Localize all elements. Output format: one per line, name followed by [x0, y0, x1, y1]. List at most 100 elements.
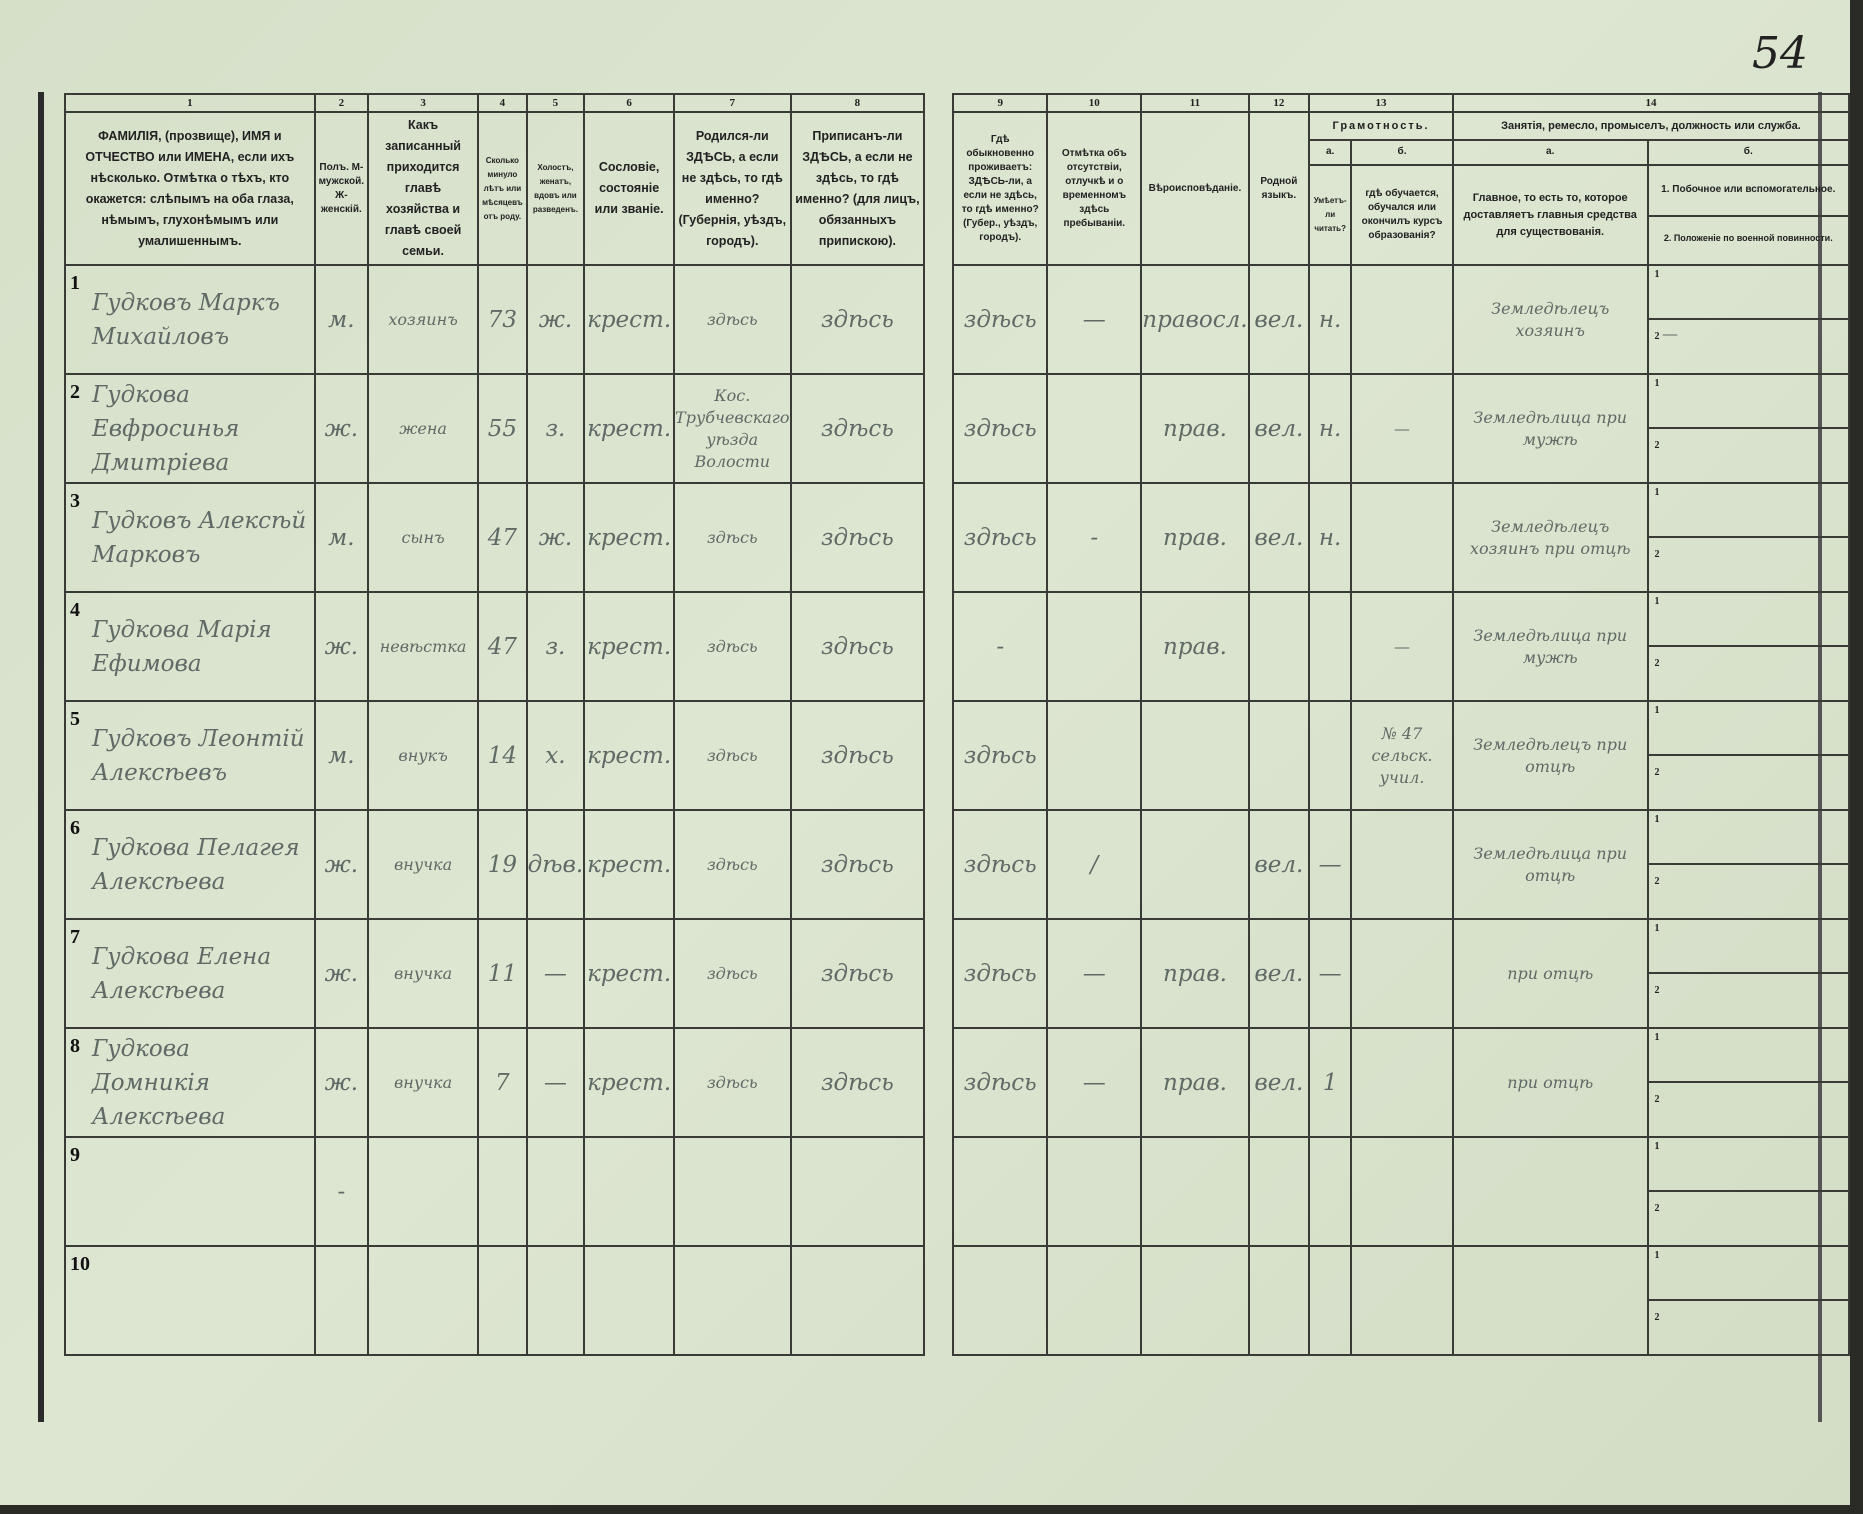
name-cell: 9 — [64, 1136, 316, 1247]
education-cell: — — [1350, 591, 1454, 702]
header-residence: Гдѣ обыкновенно проживаетъ: ЗДѢСЬ-ли, а … — [952, 111, 1049, 266]
born-cell: Кос. Трубчевскаго уѣзда Волости — [673, 373, 792, 484]
religion-cell — [1140, 809, 1250, 920]
estate-cell — [583, 1136, 676, 1247]
sex-cell: ж. — [313, 591, 370, 702]
side-line-1: 1 — [1649, 1248, 1847, 1301]
estate-cell: крест. — [583, 1027, 676, 1138]
side-line-1-label: 1 — [1654, 705, 1660, 716]
row-number: 6 — [70, 817, 80, 839]
name-cell: 4 Гудкова Марія Ефимова — [64, 591, 316, 702]
sex-cell: ж. — [313, 918, 370, 1029]
row-number: 3 — [70, 490, 80, 512]
relation-cell: внучка — [367, 809, 480, 920]
literate-cell: 1 — [1308, 1027, 1353, 1138]
side-line-2: 2 — [1650, 974, 1847, 1026]
residence-cell — [952, 1136, 1049, 1247]
side-line-1: 1 — [1649, 703, 1847, 756]
relation-cell: сынъ — [367, 482, 480, 593]
header-name: ФАМИЛІЯ, (прозвище), ИМЯ и ОТЧЕСТВО или … — [64, 111, 316, 266]
language-cell — [1247, 1136, 1311, 1247]
name-cell: 6 Гудкова Пелагея Алексѣева — [64, 809, 316, 920]
table-row: 10 1 2 — [64, 1245, 1851, 1356]
side-line-2-label: 2 — [1654, 1312, 1660, 1323]
side-line-1-label: 1 — [1654, 596, 1660, 607]
table-row: 7 Гудкова Елена Алексѣева ж. внучка 11— крест… — [64, 918, 1851, 1029]
education-cell — [1350, 1027, 1454, 1138]
side-line-2: 2 — — [1650, 320, 1847, 372]
absence-cell — [1046, 1136, 1143, 1247]
born-cell: здѣсь — [673, 700, 792, 811]
row-number: 5 — [70, 708, 80, 730]
literate-cell: н. — [1308, 373, 1353, 484]
page-number: 54 — [1752, 28, 1808, 79]
relation-cell: невѣстка — [367, 591, 480, 702]
side-line-1: 1 — [1649, 376, 1847, 429]
side-line-2-label: 2 — [1654, 1203, 1660, 1214]
literate-cell: н. — [1308, 482, 1353, 593]
language-cell: вел. — [1247, 1027, 1311, 1138]
language-cell — [1247, 591, 1311, 702]
person-name: Гудкова Пелагея Алексѣева — [92, 834, 300, 895]
column-gap — [923, 94, 955, 265]
row-number: 4 — [70, 599, 80, 621]
side-line-2-label: 2 — [1654, 331, 1660, 342]
col-num-11: 11 — [1140, 93, 1250, 113]
registered-cell: здѣсь — [789, 809, 926, 920]
col-num-12: 12 — [1247, 93, 1311, 113]
side-line-2: 2 — [1650, 1301, 1847, 1353]
estate-cell — [583, 1245, 676, 1356]
person-name: Гудкова Домникія Алексѣева — [92, 1035, 226, 1130]
sex-cell: м. — [313, 482, 370, 593]
residence-cell: здѣсь — [952, 482, 1049, 593]
side-line-1: 1 — [1649, 594, 1847, 647]
header-sex: Полъ. М-мужской. Ж-женскій. — [313, 111, 370, 266]
registered-cell: здѣсь — [789, 264, 926, 375]
side-line-2-label: 2 — [1654, 1094, 1660, 1105]
marital-cell: — — [525, 1027, 586, 1138]
occupation-cell: Земледѣлецъ хозяинъ — [1451, 264, 1649, 375]
side-line-2: 2 — [1650, 647, 1847, 699]
side-line-1: 1 — [1649, 1139, 1847, 1192]
column-gap — [923, 374, 955, 483]
sex-cell: м. — [313, 264, 370, 375]
table-row: 3 Гудковъ Алексѣй Марковъ м. сынъ 47 ж. крест.… — [64, 482, 1851, 593]
literate-cell: н. — [1308, 264, 1353, 375]
left-border — [38, 92, 44, 1422]
literate-cell — [1308, 591, 1353, 702]
col-num-14: 14 — [1451, 93, 1851, 113]
age-cell: 11 — [477, 918, 528, 1029]
born-cell: здѣсь — [673, 591, 792, 702]
column-number-row: 1 2 3 4 5 6 7 8 9 10 11 12 13 14 — [64, 93, 1851, 265]
relation-cell — [367, 1245, 480, 1356]
side-line-1: 1 — [1649, 1030, 1847, 1083]
absence-cell — [1046, 1245, 1143, 1356]
age-cell: 73 — [477, 264, 528, 375]
header-religion: Вѣроисповѣданіе. — [1140, 111, 1250, 266]
education-cell — [1350, 1245, 1454, 1356]
marital-cell: х. — [525, 700, 586, 811]
occupation-cell: Земледѣлица при отцѣ — [1451, 809, 1649, 920]
religion-cell: прав. — [1140, 591, 1250, 702]
education-cell — [1350, 482, 1454, 593]
row-number: 7 — [70, 926, 80, 948]
name-cell: 2 Гудкова Евфросинья Дмитріева — [64, 373, 316, 484]
age-cell: 47 — [477, 482, 528, 593]
residence-cell: здѣсь — [952, 373, 1049, 484]
absence-cell — [1046, 591, 1143, 702]
side-line-2-label: 2 — [1654, 876, 1660, 887]
sex-cell: - — [313, 1136, 370, 1247]
header-relation: Какъ записанный приходится главѣ хозяйст… — [367, 111, 480, 266]
age-cell: 7 — [477, 1027, 528, 1138]
side-line-1: 1 — [1649, 921, 1847, 974]
col-num-3: 3 — [367, 93, 480, 113]
table-row: 5 Гудковъ Леонтій Алексѣевъ м. внукъ 14 х. кре… — [64, 700, 1851, 811]
born-cell: здѣсь — [673, 1027, 792, 1138]
side-occupation-cell: 1 2 — — [1646, 264, 1851, 375]
estate-cell: крест. — [583, 264, 676, 375]
name-cell: 1 Гудковъ Маркъ Михайловъ — [64, 264, 316, 375]
side-line-2: 2 — [1650, 538, 1847, 590]
occupation-cell — [1451, 1245, 1649, 1356]
